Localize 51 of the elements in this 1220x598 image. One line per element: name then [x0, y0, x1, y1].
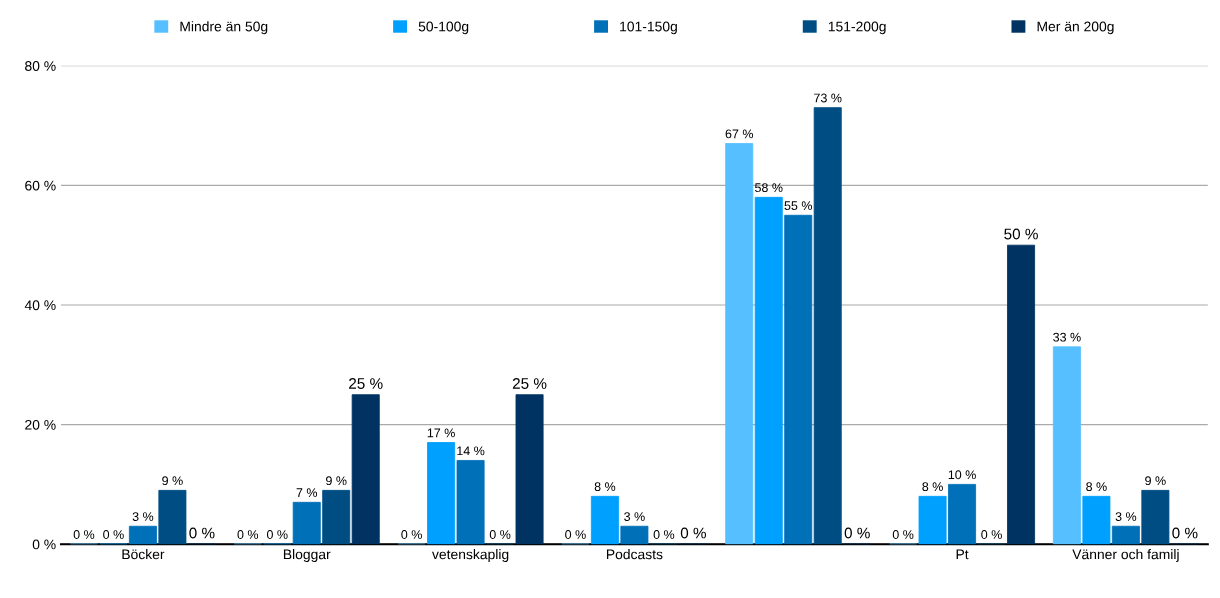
data-label: 55 % — [784, 201, 813, 211]
data-label: 0 % — [266, 530, 288, 539]
data-label: 50 % — [1004, 228, 1038, 240]
data-label: 0 % — [189, 527, 215, 539]
data-label: 0 % — [653, 530, 675, 539]
x-tick-label: Vänner och familj — [1072, 549, 1179, 562]
y-tick-label: 60 % — [25, 180, 56, 191]
data-label: 3 % — [1115, 512, 1137, 521]
data-label: 0 % — [680, 527, 706, 539]
data-label: 25 % — [349, 378, 383, 389]
data-label: 9 % — [1145, 476, 1166, 486]
data-label: 0 % — [237, 530, 259, 539]
data-label: 9 % — [162, 476, 183, 486]
data-label: 3 % — [624, 512, 645, 521]
data-label: 0 % — [401, 530, 422, 539]
data-label: 9 % — [326, 476, 347, 486]
y-tick-label: 80 % — [25, 61, 56, 71]
data-label: 0 % — [73, 530, 95, 539]
data-label: 73 % — [814, 93, 842, 103]
data-label: 0 % — [489, 530, 511, 539]
data-label: 3 % — [132, 512, 154, 521]
legend-label: Mer än 200g — [1037, 21, 1114, 35]
data-label: 10 % — [948, 470, 976, 480]
legend-label: 50-100g — [418, 21, 469, 35]
data-label: 0 % — [844, 527, 870, 539]
y-tick-label: 40 % — [24, 300, 56, 311]
legend-label: Mindre än 50g — [180, 21, 268, 35]
y-tick-label: 20 % — [25, 419, 56, 430]
x-tick-label: vetenskaplig — [432, 549, 509, 562]
data-label: 0 % — [981, 530, 1002, 539]
data-label: 0 % — [565, 530, 586, 539]
x-tick-label: Podcasts — [606, 549, 663, 560]
data-label: 8 % — [922, 482, 943, 492]
data-label: 58 % — [754, 183, 783, 193]
data-label: 14 % — [457, 446, 485, 456]
data-label: 17 % — [427, 428, 455, 438]
x-tick-label: Bloggar — [283, 549, 331, 562]
data-label: 0 % — [892, 530, 914, 539]
y-tick-label: 0 % — [32, 539, 56, 550]
legend-label: 151-200g — [828, 21, 886, 35]
x-tick-label: Pt — [956, 549, 969, 560]
data-label: 0 % — [1172, 527, 1198, 539]
data-label: 8 % — [594, 482, 616, 492]
data-label: 8 % — [1086, 482, 1107, 492]
data-label: 25 % — [512, 378, 547, 389]
legend-label: 101-150g — [620, 21, 677, 35]
data-label: 7 % — [296, 488, 318, 498]
data-label: 0 % — [103, 530, 124, 539]
data-label: 67 % — [725, 129, 754, 139]
x-tick-label: Böcker — [122, 549, 165, 560]
data-label: 33 % — [1053, 332, 1081, 342]
